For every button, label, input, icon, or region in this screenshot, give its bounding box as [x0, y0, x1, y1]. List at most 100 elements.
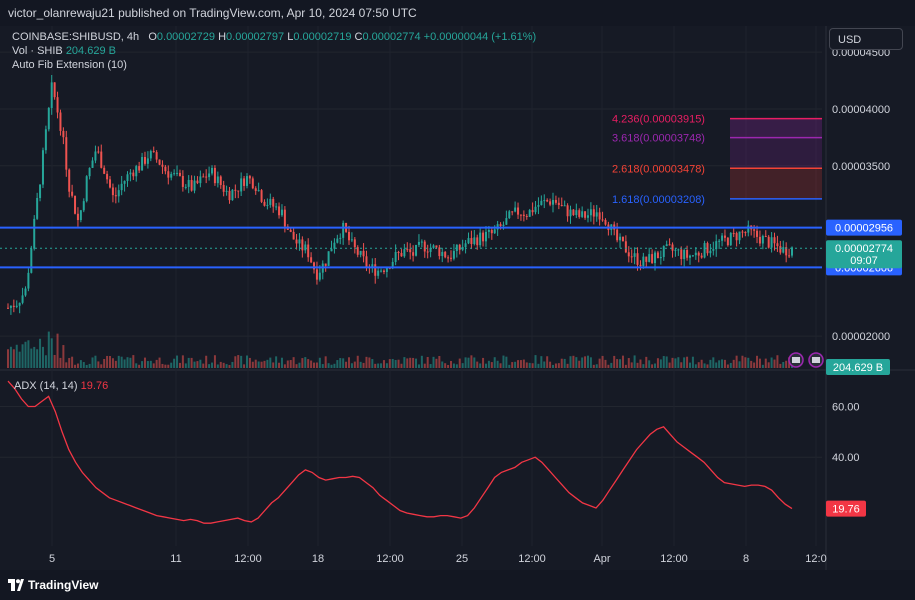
- candle-body: [490, 229, 493, 234]
- volume-bar: [123, 359, 126, 368]
- candle-body: [385, 267, 388, 272]
- candle-body: [779, 246, 782, 253]
- price-tick-label: 0.00004500: [832, 47, 890, 59]
- volume-bar: [479, 363, 482, 368]
- volume-bar: [633, 355, 636, 368]
- volume-bar: [785, 360, 788, 368]
- volume-bar: [581, 357, 584, 368]
- volume-bar: [114, 360, 117, 368]
- volume-bar: [639, 359, 642, 368]
- volume-bar: [251, 361, 254, 368]
- volume-bar: [770, 357, 773, 368]
- candle-body: [353, 239, 356, 248]
- candle-body: [117, 190, 120, 197]
- candle-body: [397, 251, 400, 253]
- candle-body: [444, 251, 447, 258]
- candle-body: [213, 167, 216, 184]
- candle-body: [263, 201, 266, 206]
- volume-bar: [298, 362, 301, 368]
- volume-bar: [12, 349, 15, 368]
- candle-body: [313, 262, 316, 270]
- volume-bar: [420, 355, 423, 368]
- volume-tag: [826, 359, 890, 375]
- volume-value: 204.629 B: [65, 45, 116, 57]
- candle-body: [572, 209, 575, 216]
- volume-bar: [222, 362, 225, 368]
- candle-body: [106, 173, 109, 180]
- volume-bar: [441, 361, 444, 368]
- volume-bar: [374, 363, 377, 368]
- candle-body: [741, 231, 744, 233]
- volume-bar: [342, 358, 345, 368]
- candle-body: [785, 247, 788, 256]
- logo-text: TradingView: [28, 578, 99, 592]
- candle-body: [21, 295, 24, 303]
- volume-bar: [184, 363, 187, 368]
- candle-body: [377, 270, 380, 276]
- candle-body: [753, 229, 756, 231]
- volume-bar: [473, 357, 476, 368]
- candle-body: [170, 173, 173, 178]
- currency-button[interactable]: USD: [829, 28, 903, 50]
- time-tick-label: 18: [312, 553, 324, 565]
- candle-body: [514, 207, 517, 212]
- candle-body: [146, 158, 149, 164]
- volume-bar: [665, 356, 668, 368]
- volume-bar: [709, 359, 712, 368]
- volume-bar: [435, 358, 438, 368]
- high-value: 0.00002797: [226, 31, 285, 43]
- volume-bar: [458, 358, 461, 368]
- volume-bar: [712, 357, 715, 368]
- candle-body: [450, 257, 453, 259]
- fib-level-label: 1.618(0.00003208): [612, 194, 705, 206]
- candle-body: [193, 180, 196, 191]
- volume-bar: [126, 357, 129, 368]
- volume-bar: [7, 349, 9, 368]
- candle-body: [639, 264, 642, 266]
- volume-bar: [560, 358, 563, 368]
- candle-body: [289, 229, 292, 232]
- volume-bar: [187, 357, 190, 368]
- candle-body: [756, 230, 759, 237]
- candle-body: [788, 255, 791, 257]
- candle-body: [683, 249, 686, 260]
- volume-bar: [245, 355, 248, 368]
- candle-body: [461, 247, 464, 250]
- volume-bar: [409, 357, 412, 368]
- volume-bar: [412, 357, 415, 368]
- volume-bar: [476, 361, 479, 368]
- candle-body: [336, 238, 339, 243]
- volume-bar: [362, 362, 365, 368]
- tradingview-logo[interactable]: TradingView: [8, 578, 98, 592]
- candle-body: [441, 251, 444, 257]
- fib-zone: [730, 137, 822, 169]
- indicator-label[interactable]: Auto Fib Extension (10): [12, 59, 127, 71]
- price-tick-label: 0.00002000: [832, 331, 890, 343]
- candle-body: [272, 198, 275, 207]
- candle-body: [715, 241, 718, 250]
- candle-body: [557, 202, 560, 205]
- volume-bar: [59, 357, 62, 368]
- symbol-name[interactable]: COINBASE:SHIBUSD, 4h: [12, 31, 140, 43]
- candle-body: [540, 200, 543, 206]
- publisher-bar: victor_olanrewaju21 published on Trading…: [0, 0, 915, 26]
- chart-area[interactable]: 4.236(0.00003915) 3.618(0.00003748) 2.618(…: [0, 26, 915, 570]
- volume-bar: [269, 357, 272, 368]
- volume-bar: [589, 357, 592, 368]
- last-price-tag: [826, 240, 902, 269]
- volume-bar: [345, 361, 348, 368]
- candle-body: [668, 244, 671, 246]
- volume-bar: [677, 357, 680, 368]
- volume-bar: [654, 363, 657, 368]
- volume-bar: [318, 357, 321, 368]
- candle-body: [94, 151, 97, 161]
- candle-body: [575, 210, 578, 216]
- volume-bar: [735, 355, 738, 368]
- candle-body: [645, 256, 648, 262]
- volume-label[interactable]: Vol · SHIB: [12, 45, 63, 57]
- volume-bar: [697, 362, 700, 368]
- candle-body: [525, 216, 528, 218]
- adx-label[interactable]: ADX (14, 14): [14, 380, 78, 392]
- volume-bar: [522, 359, 525, 368]
- volume-bar: [283, 364, 286, 368]
